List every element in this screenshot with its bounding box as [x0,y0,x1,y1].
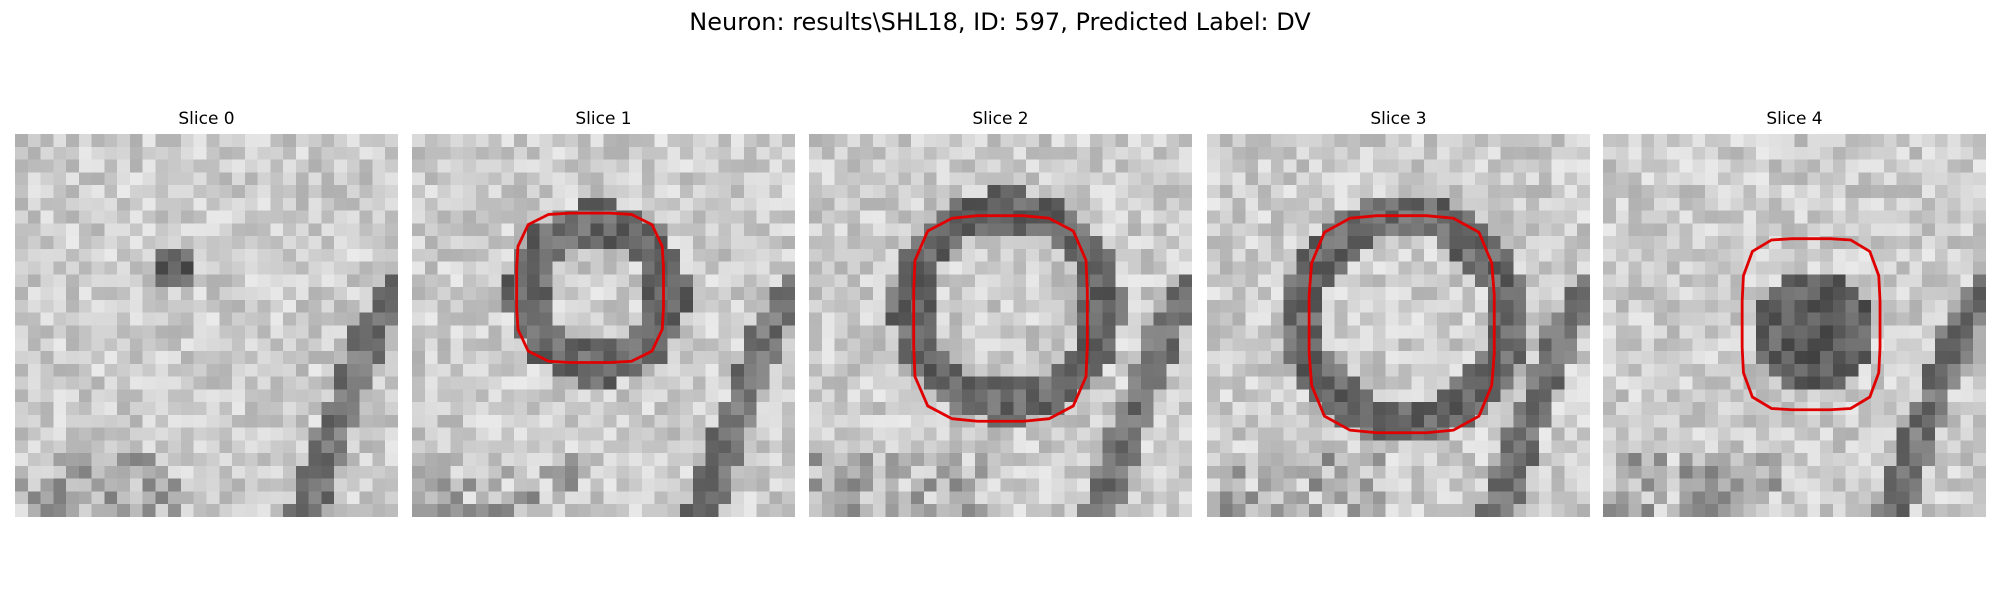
contour [1307,214,1496,435]
slice-image [1603,134,1986,517]
slice-image [809,134,1192,517]
slice-label: Slice 3 [1370,109,1427,129]
contour [515,211,665,364]
slice-image [412,134,795,517]
slice-label: Slice 4 [1766,109,1823,129]
contour [1740,237,1882,412]
figure-title: Neuron: results\SHL18, ID: 597, Predicte… [689,8,1311,36]
slice-image [15,134,398,517]
slice-label: Slice 0 [178,109,235,129]
slice-label: Slice 1 [575,109,632,129]
slice-label: Slice 2 [972,109,1029,129]
contour [912,214,1089,423]
slice-image [1207,134,1590,517]
